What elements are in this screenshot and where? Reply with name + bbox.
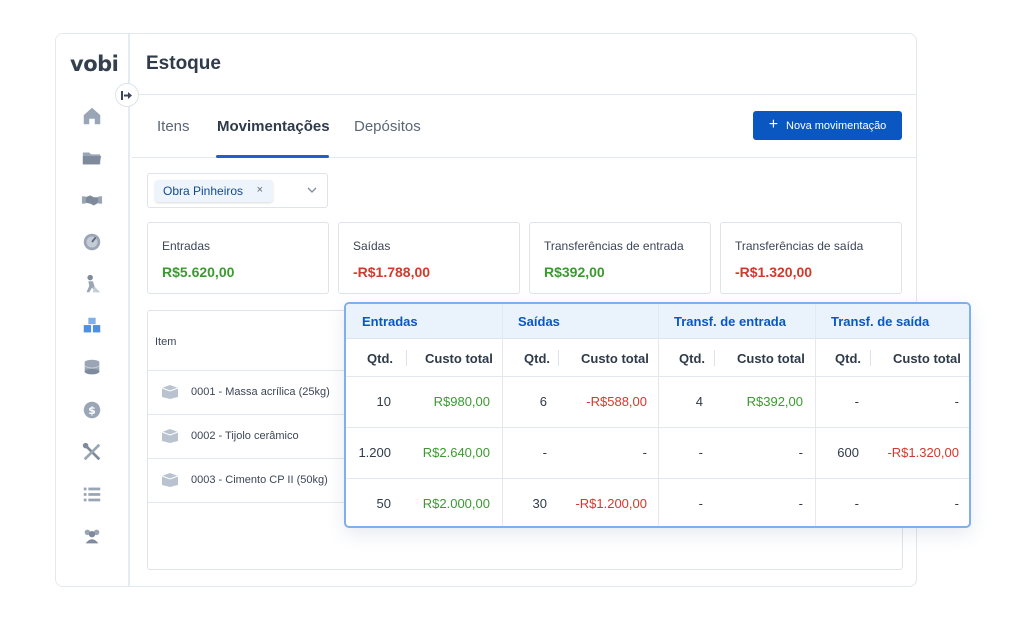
cell-entradas-cost: R$980,00 [433, 394, 490, 409]
page-title: Estoque [146, 53, 221, 74]
column-header-cost: Custo total [893, 351, 961, 366]
list-icon[interactable] [80, 482, 104, 506]
column-header-item: Item [155, 336, 177, 348]
group-header-transf-entrada: Transf. de entrada [658, 304, 815, 339]
group-header-saidas: Saídas [502, 304, 658, 339]
item-name: 0001 - Massa acrílica (25kg) [191, 386, 330, 398]
card-label: Transferências de saída [735, 239, 864, 253]
cell-transf-entrada-cost: - [798, 496, 803, 511]
svg-text:$: $ [88, 404, 96, 417]
filter-chip: Obra Pinheiros × [155, 180, 273, 202]
tools-icon[interactable] [80, 440, 104, 464]
chevron-down-icon[interactable] [307, 185, 317, 195]
sidebar: vobi $ [56, 34, 130, 586]
cell-saidas-qty: 6 [539, 394, 547, 409]
dollar-icon[interactable]: $ [80, 398, 104, 422]
column-divider [658, 304, 659, 526]
cell-saidas-qty: - [542, 445, 547, 460]
coins-icon[interactable] [80, 356, 104, 380]
collapse-sidebar-button[interactable] [115, 83, 139, 107]
cell-entradas-qty: 1.200 [358, 445, 391, 460]
cell-transf-entrada-qty: - [698, 496, 703, 511]
column-header-qty: Qtd. [679, 351, 705, 366]
summary-card-transf-entrada: Transferências de entrada R$392,00 [529, 222, 711, 294]
arrow-right-icon [120, 90, 132, 100]
table-row[interactable] [346, 377, 969, 428]
summary-card-entradas: Entradas R$5.620,00 [147, 222, 329, 294]
table-row[interactable] [346, 428, 969, 479]
project-filter-select[interactable]: Obra Pinheiros × [147, 173, 328, 208]
home-icon[interactable] [80, 104, 104, 128]
cell-transf-entrada-cost: R$392,00 [746, 394, 803, 409]
card-label: Transferências de entrada [544, 239, 684, 253]
folder-icon[interactable] [80, 146, 104, 170]
box-icon [161, 473, 179, 487]
users-icon[interactable] [80, 524, 104, 548]
gauge-icon[interactable] [80, 230, 104, 254]
movements-detail-table: Entradas Saídas Transf. de entrada Trans… [344, 302, 971, 528]
column-header-cost: Custo total [425, 351, 493, 366]
group-header-transf-saida: Transf. de saída [815, 304, 969, 339]
worker-icon[interactable] [80, 272, 104, 296]
card-value: -R$1.788,00 [353, 264, 431, 280]
header-divider [406, 350, 407, 366]
cell-transf-saida-qty: - [854, 394, 859, 409]
header-divider [714, 350, 715, 366]
tab-itens[interactable]: Itens [157, 118, 190, 135]
cell-transf-saida-qty: 600 [837, 445, 859, 460]
cell-saidas-cost: -R$1.200,00 [575, 496, 647, 511]
box-icon [161, 429, 179, 443]
new-movement-button[interactable]: + Nova movimentação [753, 111, 902, 140]
filter-chip-label: Obra Pinheiros [163, 184, 244, 198]
column-divider [815, 304, 816, 526]
cell-saidas-cost: - [642, 445, 647, 460]
group-header-entradas: Entradas [346, 304, 502, 339]
item-name: 0003 - Cimento CP II (50kg) [191, 474, 328, 486]
card-value: R$392,00 [544, 264, 605, 280]
cell-entradas-qty: 10 [376, 394, 391, 409]
summary-card-transf-saida: Transferências de saída -R$1.320,00 [720, 222, 902, 294]
tab-movimentacoes[interactable]: Movimentações [217, 118, 330, 135]
card-label: Saídas [353, 239, 391, 253]
card-value: R$5.620,00 [162, 264, 235, 280]
header-divider [558, 350, 559, 366]
chip-remove-icon[interactable]: × [256, 184, 263, 196]
column-header-qty: Qtd. [524, 351, 550, 366]
card-value: -R$1.320,00 [735, 264, 813, 280]
cell-saidas-cost: -R$588,00 [586, 394, 647, 409]
column-divider [502, 304, 503, 526]
page-header: Estoque [132, 34, 916, 95]
plus-icon: + [768, 115, 779, 133]
tabs-bar: Itens Movimentações Depósitos + Nova mov… [132, 96, 916, 158]
column-header-cost: Custo total [581, 351, 649, 366]
cell-entradas-cost: R$2.000,00 [422, 496, 490, 511]
box-icon [161, 385, 179, 399]
column-header-cost: Custo total [737, 351, 805, 366]
column-header-qty: Qtd. [367, 351, 393, 366]
new-movement-label: Nova movimentação [786, 119, 887, 132]
cell-entradas-cost: R$2.640,00 [422, 445, 490, 460]
header-divider [870, 350, 871, 366]
cell-transf-entrada-qty: 4 [695, 394, 703, 409]
column-header-qty: Qtd. [835, 351, 861, 366]
item-name: 0002 - Tijolo cerâmico [191, 430, 299, 442]
boxes-icon[interactable] [80, 314, 104, 338]
handshake-icon[interactable] [80, 188, 104, 212]
logo: vobi [70, 52, 119, 76]
summary-card-saidas: Saídas -R$1.788,00 [338, 222, 520, 294]
tab-depositos[interactable]: Depósitos [354, 118, 421, 135]
cell-transf-saida-qty: - [854, 496, 859, 511]
cell-transf-entrada-qty: - [698, 445, 703, 460]
cell-transf-entrada-cost: - [798, 445, 803, 460]
cell-saidas-qty: 30 [532, 496, 547, 511]
cell-transf-saida-cost: - [954, 394, 959, 409]
cell-transf-saida-cost: - [954, 496, 959, 511]
cell-entradas-qty: 50 [376, 496, 391, 511]
cell-transf-saida-cost: -R$1.320,00 [887, 445, 959, 460]
card-label: Entradas [162, 239, 211, 253]
subheader-row: Qtd. Custo total Qtd. Custo total Qtd. C… [346, 339, 969, 377]
active-tab-indicator [216, 155, 329, 158]
